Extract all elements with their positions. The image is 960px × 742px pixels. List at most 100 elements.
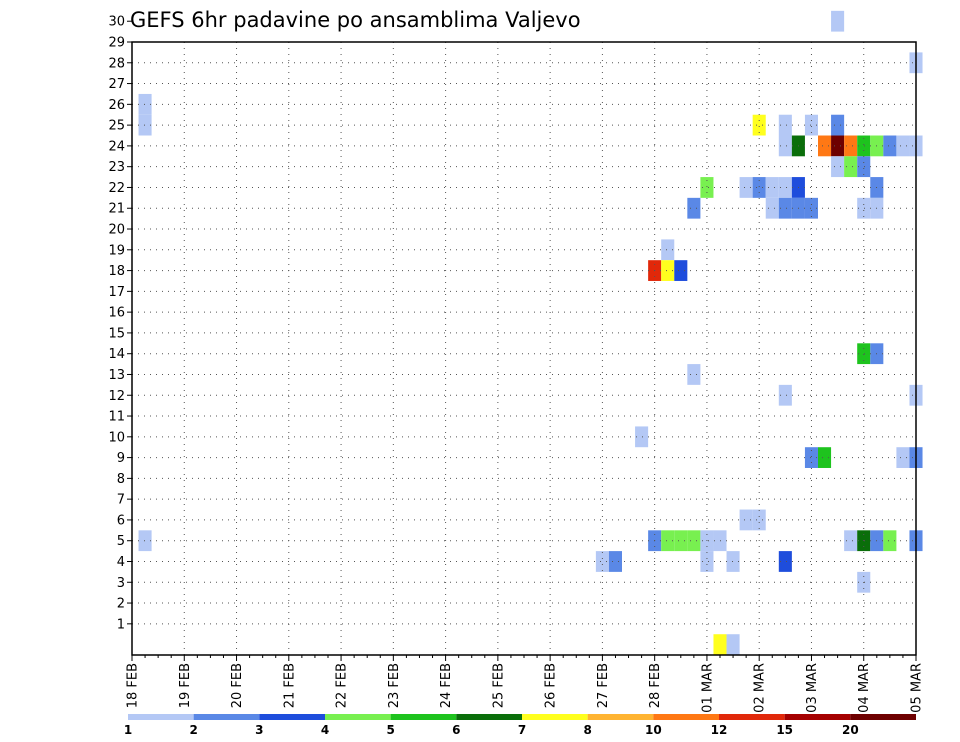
x-tick-label: 19 FEB [178,663,193,708]
legend-swatch [193,714,260,720]
legend-swatch [325,714,391,720]
heatmap-cell [896,447,910,468]
legend-label: 6 [452,723,460,737]
heatmap-cell [752,114,766,136]
heatmap-cell [831,10,845,32]
legend-label: 1 [124,723,132,737]
legend-label: 10 [645,723,662,737]
x-tick-label: 27 FEB [596,663,611,708]
legend-label: 20 [842,723,859,737]
plot-frame [131,41,917,656]
heatmap-cell [831,135,845,157]
heatmap-cell [713,634,727,655]
heatmap-cell [857,343,871,365]
y-tick-label: 6 [117,513,125,528]
heatmap-cell [778,114,792,136]
y-tick-label: 12 [108,389,125,404]
y-tick-label: 5 [117,534,125,549]
heatmap-cell [739,177,753,198]
heatmap-cell [818,135,832,157]
y-tick-label: 27 [108,77,125,92]
heatmap-cell [778,197,792,219]
x-tick-label: 03 MAR [805,663,820,713]
legend-label: 8 [583,723,591,737]
heatmap-cell [883,135,897,157]
x-tick-label: 20 FEB [230,663,245,708]
y-tick-label: 22 [108,181,125,196]
y-tick-label: 4 [117,555,125,570]
legend-label: 4 [321,723,329,737]
heatmap-cell [844,156,858,178]
x-tick-label: 23 FEB [387,663,402,708]
heatmap-cell [778,135,792,157]
heatmap-cells [138,10,923,655]
legend-swatch [850,714,916,720]
heatmap-cell [661,260,675,281]
x-tick-label: 04 MAR [857,663,872,713]
heatmap-cell [896,135,910,157]
heatmap-cell [739,509,753,531]
y-tick-label: 28 [108,56,125,71]
heatmap-cell [700,177,714,198]
heatmap-cell [687,364,701,385]
heatmap-cell [765,177,779,198]
heatmap-cell [883,530,897,552]
heatmap-cell [778,551,792,572]
heatmap-cell [765,197,779,219]
heatmap-cell [700,551,714,572]
heatmap-cell [752,177,766,198]
x-tick-label: 05 MAR [910,663,925,713]
color-legend: 1 2 3 4 5 6 7 8 10 12 15 20 [124,714,916,737]
heatmap-cell [661,239,675,261]
x-tick-label: 18 FEB [126,663,141,708]
x-tick-label: 26 FEB [544,663,559,708]
heatmap-cell [608,551,622,572]
y-tick-label: 20 [108,223,125,238]
heatmap-cell [831,114,845,136]
y-axis: 1234567891011121314151617181920212223242… [108,15,132,632]
y-tick-label: 10 [108,430,125,445]
y-tick-label: 21 [108,202,125,217]
y-tick-label: 26 [108,98,125,113]
x-tick-label: 02 MAR [753,663,768,713]
heatmap-cell [726,551,740,572]
heatmap-cell [857,135,871,157]
legend-swatch [784,714,851,720]
legend-label: 2 [189,723,197,737]
y-tick-label: 23 [108,160,125,175]
y-tick-label: 16 [108,306,125,321]
heatmap-cell [687,530,701,552]
x-tick-label: 28 FEB [648,663,663,708]
legend-swatch [390,714,457,720]
heatmap-cell [778,177,792,198]
heatmap-cell [687,197,701,219]
heatmap-cell [752,509,766,531]
heatmap-cell [804,447,818,468]
heatmap-cell [138,530,152,552]
heatmap-cell [726,634,740,655]
x-tick-label: 21 FEB [282,663,297,708]
legend-swatch [456,714,522,720]
y-tick-label: 19 [108,243,125,258]
legend-label: 7 [518,723,526,737]
legend-swatch [653,714,719,720]
chart-title: GEFS 6hr padavine po ansamblima Valjevo [130,8,581,32]
y-tick-label: 15 [108,326,125,341]
y-tick-label: 1 [117,617,125,632]
heatmap-cell [857,156,871,178]
legend-swatch [128,714,194,720]
y-tick-label: 24 [108,139,125,154]
legend-label: 12 [711,723,728,737]
legend-swatch [259,714,325,720]
y-tick-label: 30 [108,15,125,30]
y-tick-label: 11 [108,410,125,425]
y-tick-label: 18 [108,264,125,279]
x-tick-label: 25 FEB [491,663,506,708]
heatmap-cell [138,93,152,115]
legend-swatch [587,714,654,720]
y-tick-label: 9 [117,451,125,466]
legend-label: 15 [776,723,793,737]
heatmap-cell [831,156,845,178]
y-tick-label: 29 [108,36,125,51]
